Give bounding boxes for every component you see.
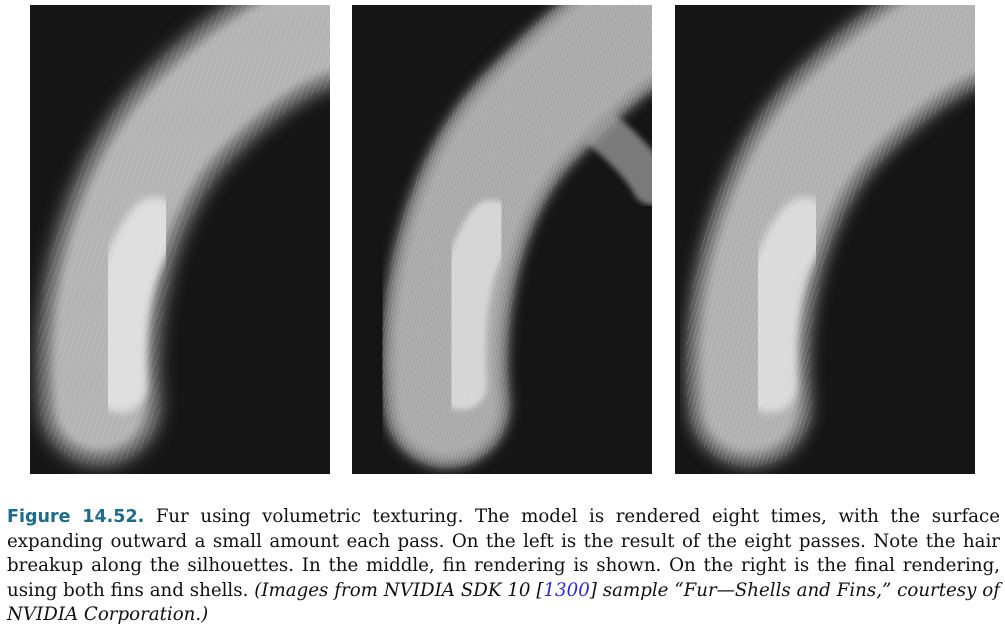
- figure-image-fins: [352, 5, 652, 474]
- figure-image-shells: [30, 5, 330, 474]
- figure-label: Figure 14.52.: [7, 507, 145, 527]
- citation-link[interactable]: 1300: [543, 579, 590, 601]
- figure-caption: Figure 14.52. Fur using volumetric textu…: [7, 505, 1000, 628]
- credit-prefix: (Images from NVIDIA SDK 10 [: [254, 579, 544, 601]
- credit-suffix: ] sample “Fur—Shells and Fins,” courtesy…: [7, 579, 1000, 626]
- caption-text: Fur using volumetric texturing. The mode…: [7, 506, 1000, 601]
- caption-credit: (Images from NVIDIA SDK 10 [1300] sample…: [7, 580, 1000, 626]
- figure-image-final: [675, 5, 975, 474]
